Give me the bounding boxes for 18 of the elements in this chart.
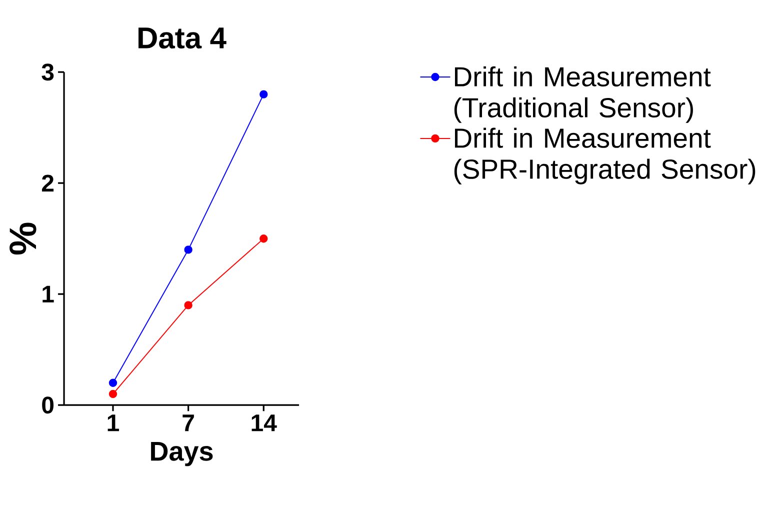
- x-tick-label: 14: [252, 414, 277, 432]
- y-tick-label: 3: [42, 64, 54, 81]
- point: [260, 234, 268, 243]
- legend-label: Drift in Measurement (Traditional Sensor): [454, 66, 711, 123]
- point: [108, 390, 118, 398]
- y-tick-label: 1: [42, 286, 54, 302]
- x-axis-title: Days: [151, 442, 213, 466]
- y-tick-label: 2: [42, 174, 54, 192]
- legend-label: Drift in Measurement (SPR-Integrated Sensor): [454, 128, 756, 184]
- point: [184, 301, 192, 310]
- point: [184, 246, 192, 254]
- x-tick-label: 1: [108, 414, 119, 432]
- y-axis-title: %: [10, 222, 36, 255]
- x-tick-label: 7: [182, 414, 194, 432]
- point: [260, 90, 268, 98]
- point: [108, 378, 118, 387]
- chart-title: Data 4: [138, 28, 226, 49]
- y-tick-label: 0: [42, 396, 54, 414]
